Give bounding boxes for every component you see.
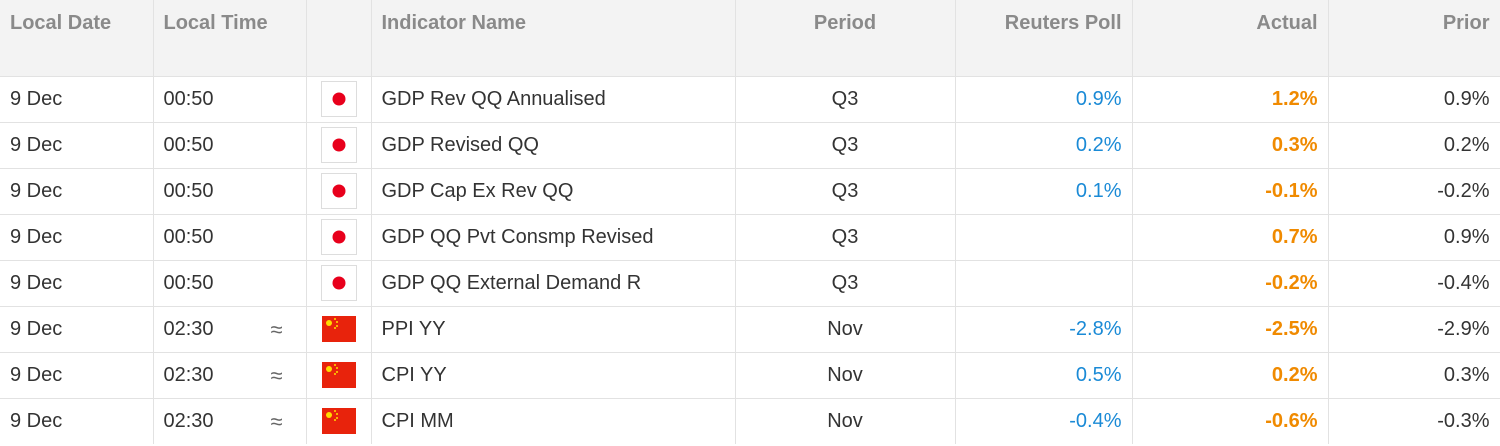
flag-japan (320, 81, 357, 117)
header-row: Local Date Local Time Indicator Name Per… (0, 0, 1500, 76)
flag-japan (320, 265, 357, 301)
time-cell: 00:50 (153, 121, 307, 168)
indicator-cell: PPI YY (371, 305, 736, 352)
period-cell: Nov (735, 351, 956, 398)
date-cell: 9 Dec (0, 121, 154, 168)
date-cell: 9 Dec (0, 75, 154, 122)
poll-cell: 0.2% (955, 121, 1133, 168)
date-cell: 9 Dec (0, 397, 154, 444)
indicator-cell: CPI MM (371, 397, 736, 444)
prior-cell: 0.2% (1328, 121, 1500, 168)
period-cell: Q3 (735, 167, 956, 214)
flag-cell (306, 167, 372, 214)
flag-china (321, 408, 356, 435)
poll-cell: 0.5% (955, 351, 1133, 398)
poll-cell: 0.9% (955, 75, 1133, 122)
date-cell: 9 Dec (0, 351, 154, 398)
poll-cell: -0.4% (955, 397, 1133, 444)
period-cell: Nov (735, 305, 956, 352)
header-cell[interactable]: Local Date (0, 0, 154, 76)
indicator-cell: GDP Rev QQ Annualised (371, 75, 736, 122)
time-cell: 02:30 (153, 305, 307, 352)
prior-cell: 0.3% (1328, 351, 1500, 398)
actual-cell: -2.5% (1132, 305, 1329, 352)
flag-cell: ≈ (271, 305, 372, 352)
actual-cell: -0.6% (1132, 397, 1329, 444)
flag-japan (320, 173, 357, 209)
period-cell: Q3 (735, 213, 956, 260)
header-cell[interactable]: Prior (1328, 0, 1500, 76)
event-row[interactable]: 9 Dec 00:50 GDP Revised QQ Q3 0.2% 0.3% 0.2% (0, 121, 1500, 168)
event-row[interactable]: 9 Dec 02:30 ≈ PPI YY Nov -2.8% -2.5% -2.9% (0, 305, 1500, 352)
indicator-cell: CPI YY (371, 351, 736, 398)
event-row[interactable]: 9 Dec 02:30 ≈ CPI MM Nov -0.4% -0.6% -0.3% (0, 397, 1500, 444)
date-cell: 9 Dec (0, 213, 154, 260)
actual-cell: 0.2% (1132, 351, 1329, 398)
flag-cell (306, 259, 372, 306)
prior-cell: 0.9% (1328, 75, 1500, 122)
time-cell: 02:30 (153, 351, 307, 398)
table-body: 9 Dec 00:50 GDP Rev QQ Annualised Q3 0.9% 1.2… (0, 75, 1500, 444)
flag-cell: ≈ (271, 351, 372, 398)
header-cell[interactable]: Local Time (153, 0, 307, 76)
actual-cell: -0.1% (1132, 167, 1329, 214)
date-cell: 9 Dec (0, 259, 154, 306)
time-cell: 00:50 (153, 259, 307, 306)
flag-cell (306, 213, 372, 260)
prior-cell: -0.2% (1328, 167, 1500, 214)
flag-china (321, 362, 356, 388)
prior-cell: -2.9% (1328, 305, 1500, 352)
flag-china (321, 316, 356, 342)
approx-marker: ≈ (270, 362, 283, 388)
flag-cell (306, 121, 372, 168)
actual-cell: 0.7% (1132, 213, 1329, 260)
indicator-cell: GDP QQ Pvt Consmp Revised (371, 213, 736, 260)
approx-marker: ≈ (270, 408, 283, 434)
event-row[interactable]: 9 Dec 00:50 GDP Rev QQ Annualised Q3 0.9% 1.2… (0, 75, 1500, 122)
time-cell: 02:30 (153, 397, 307, 444)
flag-japan (320, 127, 357, 163)
prior-cell: -0.4% (1328, 259, 1500, 306)
poll-cell: -2.8% (955, 305, 1133, 352)
poll-cell (955, 259, 1133, 306)
header-cell[interactable]: Indicator Name (371, 0, 736, 76)
prior-cell: 0.9% (1328, 213, 1500, 260)
indicator-cell: GDP Cap Ex Rev QQ (371, 167, 736, 214)
time-cell: 00:50 (153, 213, 307, 260)
flag-cell (306, 75, 372, 122)
header-cell[interactable]: Period (735, 0, 956, 76)
period-cell: Q3 (735, 259, 956, 306)
approx-marker: ≈ (270, 316, 283, 342)
time-cell: 00:50 (153, 167, 307, 214)
period-cell: Q3 (735, 75, 956, 122)
header-cell (306, 0, 372, 76)
actual-cell: 0.3% (1132, 121, 1329, 168)
date-cell: 9 Dec (0, 305, 154, 352)
period-cell: Nov (735, 397, 956, 444)
flag-japan (320, 219, 357, 255)
event-row[interactable]: 9 Dec 00:50 GDP Cap Ex Rev QQ Q3 0.1% -0.1% -0… (0, 167, 1500, 214)
header-cell[interactable]: Actual (1132, 0, 1329, 76)
poll-cell: 0.1% (955, 167, 1133, 214)
time-cell: 00:50 (153, 75, 307, 122)
event-row[interactable]: 9 Dec 02:30 ≈ CPI YY Nov 0.5% 0.2% 0.3% (0, 351, 1500, 398)
event-row[interactable]: 9 Dec 00:50 GDP QQ External Demand R Q3 -0.2… (0, 259, 1500, 306)
date-cell: 9 Dec (0, 167, 154, 214)
actual-cell: -0.2% (1132, 259, 1329, 306)
actual-cell: 1.2% (1132, 75, 1329, 122)
header-cell[interactable]: Reuters Poll (955, 0, 1133, 76)
event-row[interactable]: 9 Dec 00:50 GDP QQ Pvt Consmp Revised Q3 0.7… (0, 213, 1500, 260)
period-cell: Q3 (735, 121, 956, 168)
prior-cell: -0.3% (1328, 397, 1500, 444)
flag-cell: ≈ (271, 397, 372, 444)
indicator-cell: GDP QQ External Demand R (371, 259, 736, 306)
poll-cell (955, 213, 1133, 260)
indicator-cell: GDP Revised QQ (371, 121, 736, 168)
